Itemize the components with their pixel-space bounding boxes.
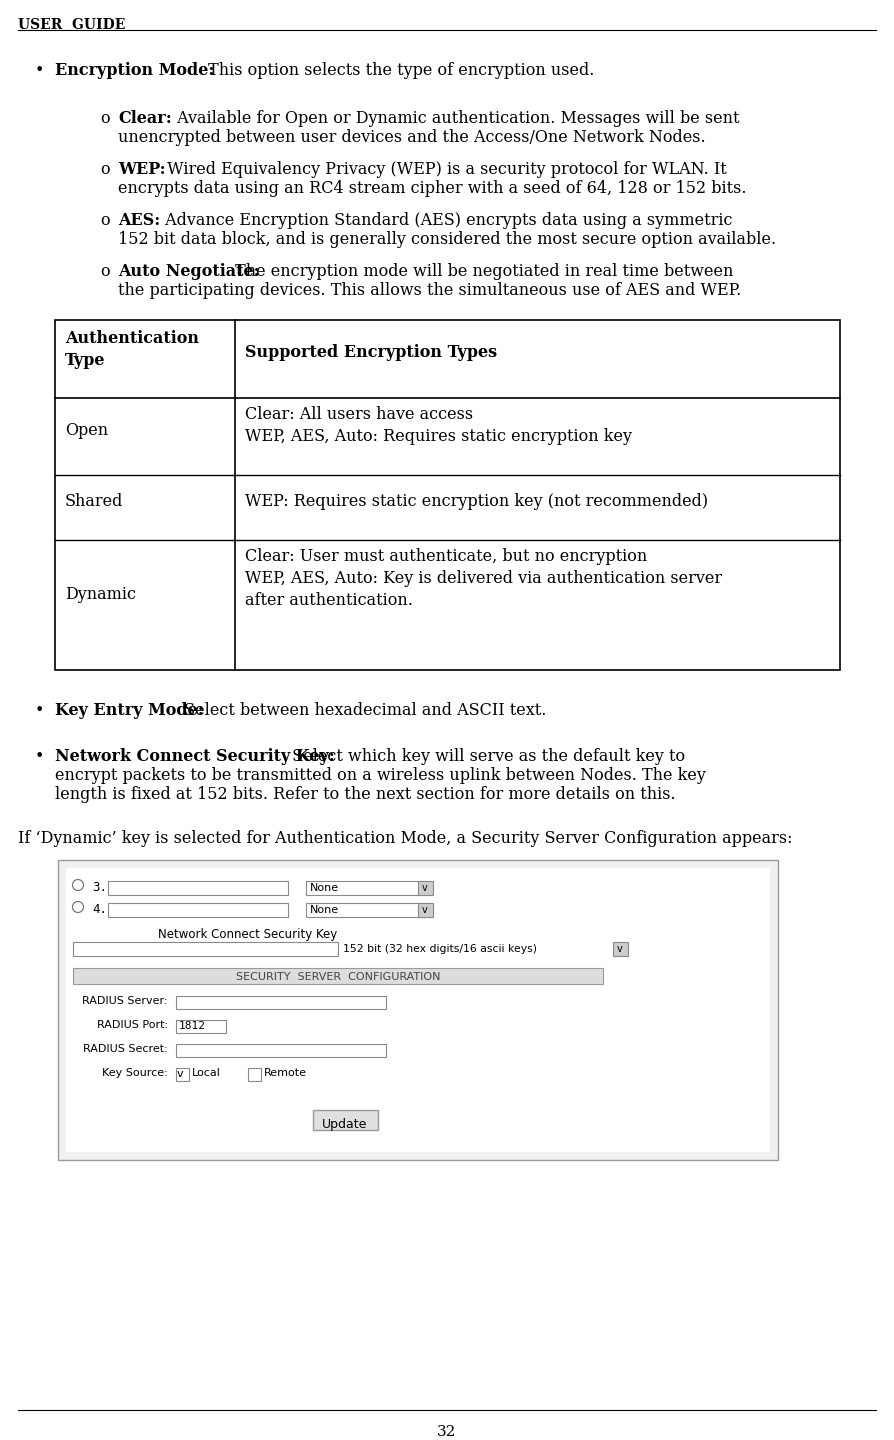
Text: o: o <box>100 161 110 179</box>
Text: WEP: Requires static encryption key (not recommended): WEP: Requires static encryption key (not… <box>245 492 708 510</box>
Text: Key Source:: Key Source: <box>102 1068 168 1079</box>
Text: Wired Equivalency Privacy (WEP) is a security protocol for WLAN. It: Wired Equivalency Privacy (WEP) is a sec… <box>162 161 727 179</box>
Bar <box>418 881 433 896</box>
Bar <box>58 860 778 1161</box>
Text: after authentication.: after authentication. <box>245 592 413 609</box>
Text: This option selects the type of encryption used.: This option selects the type of encrypti… <box>203 62 595 79</box>
Text: 3.: 3. <box>92 881 107 894</box>
Text: o: o <box>100 264 110 279</box>
Text: Remote: Remote <box>264 1068 307 1079</box>
Text: SECURITY  SERVER  CONFIGURATION: SECURITY SERVER CONFIGURATION <box>236 972 440 982</box>
Text: Shared: Shared <box>65 492 123 510</box>
Text: USER  GUIDE: USER GUIDE <box>18 17 125 32</box>
Bar <box>418 903 433 917</box>
Text: o: o <box>100 212 110 229</box>
Text: v: v <box>177 1068 183 1079</box>
Text: Clear: All users have access: Clear: All users have access <box>245 406 473 423</box>
Text: Clear: User must authenticate, but no encryption: Clear: User must authenticate, but no en… <box>245 549 647 564</box>
Text: v: v <box>422 904 427 914</box>
Bar <box>306 881 426 896</box>
Bar <box>55 320 840 670</box>
Text: Available for Open or Dynamic authentication. Messages will be sent: Available for Open or Dynamic authentica… <box>172 109 739 127</box>
Text: Auto Negotiate:: Auto Negotiate: <box>118 264 259 279</box>
Text: Clear:: Clear: <box>118 109 172 127</box>
Text: WEP:: WEP: <box>118 161 165 179</box>
Text: length is fixed at 152 bits. Refer to the next section for more details on this.: length is fixed at 152 bits. Refer to th… <box>55 786 676 804</box>
Bar <box>73 942 338 956</box>
Text: Encryption Mode:: Encryption Mode: <box>55 62 215 79</box>
Bar <box>313 1110 378 1130</box>
Text: Open: Open <box>65 422 108 439</box>
Text: RADIUS Port:: RADIUS Port: <box>97 1020 168 1030</box>
Text: RADIUS Secret:: RADIUS Secret: <box>83 1044 168 1054</box>
Text: The encryption mode will be negotiated in real time between: The encryption mode will be negotiated i… <box>230 264 733 279</box>
Text: 152 bit data block, and is generally considered the most secure option available: 152 bit data block, and is generally con… <box>118 230 776 248</box>
Bar <box>73 968 603 984</box>
Bar <box>248 1068 261 1081</box>
Text: the participating devices. This allows the simultaneous use of AES and WEP.: the participating devices. This allows t… <box>118 282 741 300</box>
Text: Select which key will serve as the default key to: Select which key will serve as the defau… <box>287 747 685 765</box>
Circle shape <box>72 901 83 913</box>
Bar <box>306 903 426 917</box>
Text: 4.: 4. <box>92 903 107 916</box>
Bar <box>176 996 386 1009</box>
Bar <box>108 881 288 896</box>
Circle shape <box>72 880 83 890</box>
Text: Advance Encryption Standard (AES) encrypts data using a symmetric: Advance Encryption Standard (AES) encryp… <box>160 212 732 229</box>
Bar <box>108 903 288 917</box>
Text: RADIUS Server:: RADIUS Server: <box>82 996 168 1007</box>
Text: •: • <box>35 62 45 79</box>
Text: 32: 32 <box>437 1426 457 1439</box>
Bar <box>613 942 628 956</box>
Text: None: None <box>310 883 339 893</box>
Text: unencrypted between user devices and the Access/One Network Nodes.: unencrypted between user devices and the… <box>118 130 705 145</box>
Text: Select between hexadecimal and ASCII text.: Select between hexadecimal and ASCII tex… <box>179 701 546 719</box>
Text: 1812: 1812 <box>179 1021 206 1031</box>
Text: If ‘Dynamic’ key is selected for Authentication Mode, a Security Server Configur: If ‘Dynamic’ key is selected for Authent… <box>18 829 792 847</box>
Bar <box>66 868 770 1152</box>
Text: •: • <box>35 747 45 765</box>
Text: AES:: AES: <box>118 212 160 229</box>
Text: Authentication
Type: Authentication Type <box>65 330 199 369</box>
Bar <box>176 1068 189 1081</box>
Text: Local: Local <box>192 1068 221 1079</box>
Text: Key Entry Mode:: Key Entry Mode: <box>55 701 204 719</box>
Text: WEP, AES, Auto: Key is delivered via authentication server: WEP, AES, Auto: Key is delivered via aut… <box>245 570 722 588</box>
Text: encrypts data using an RC4 stream cipher with a seed of 64, 128 or 152 bits.: encrypts data using an RC4 stream cipher… <box>118 180 746 197</box>
Text: None: None <box>310 904 339 914</box>
Text: o: o <box>100 109 110 127</box>
Text: •: • <box>35 701 45 719</box>
Text: 152 bit (32 hex digits/16 ascii keys): 152 bit (32 hex digits/16 ascii keys) <box>343 945 537 953</box>
Bar <box>176 1044 386 1057</box>
Text: v: v <box>422 883 427 893</box>
Text: WEP, AES, Auto: Requires static encryption key: WEP, AES, Auto: Requires static encrypti… <box>245 428 632 445</box>
Text: Update: Update <box>323 1117 367 1130</box>
Text: Supported Encryption Types: Supported Encryption Types <box>245 344 497 361</box>
Text: v: v <box>617 945 623 953</box>
Text: Network Connect Security Key:: Network Connect Security Key: <box>55 747 334 765</box>
Text: Dynamic: Dynamic <box>65 586 136 603</box>
Text: Network Connect Security Key: Network Connect Security Key <box>158 927 338 940</box>
Text: encrypt packets to be transmitted on a wireless uplink between Nodes. The key: encrypt packets to be transmitted on a w… <box>55 768 706 783</box>
Bar <box>176 1020 226 1032</box>
